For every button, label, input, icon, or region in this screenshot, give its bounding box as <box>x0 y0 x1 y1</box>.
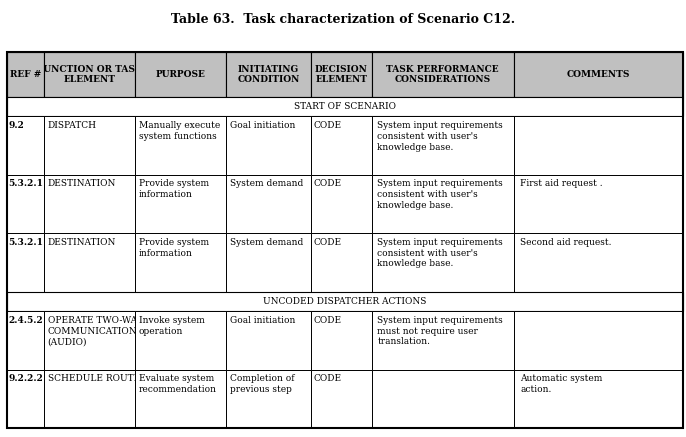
Text: System input requirements
must not require user
translation.: System input requirements must not requi… <box>377 316 503 347</box>
Text: Automatic system
action.: Automatic system action. <box>521 375 603 394</box>
Text: CODE: CODE <box>314 180 342 188</box>
Text: UNCODED DISPATCHER ACTIONS: UNCODED DISPATCHER ACTIONS <box>263 297 427 306</box>
Text: Provide system
information: Provide system information <box>139 238 209 258</box>
Text: CODE: CODE <box>314 316 342 325</box>
Text: FUNCTION OR TASK
ELEMENT: FUNCTION OR TASK ELEMENT <box>37 65 143 84</box>
Text: CODE: CODE <box>314 121 342 130</box>
Text: DISPATCH: DISPATCH <box>47 121 97 130</box>
Text: 9.2: 9.2 <box>8 121 24 130</box>
Text: Table 63.  Task characterization of Scenario C12.: Table 63. Task characterization of Scena… <box>171 13 515 26</box>
Text: TASK PERFORMANCE
CONSIDERATIONS: TASK PERFORMANCE CONSIDERATIONS <box>386 65 499 84</box>
Text: System demand: System demand <box>230 180 303 188</box>
Text: CODE: CODE <box>314 238 342 247</box>
Text: Evaluate system
recommendation: Evaluate system recommendation <box>139 375 217 394</box>
Text: OPERATE TWO-WAY
COMMUNICATIONS
(AUDIO): OPERATE TWO-WAY COMMUNICATIONS (AUDIO) <box>47 316 143 347</box>
Text: Completion of
previous step: Completion of previous step <box>230 375 294 394</box>
Text: Goal initiation: Goal initiation <box>230 121 295 130</box>
Text: PURPOSE: PURPOSE <box>156 70 206 79</box>
Text: 5.3.2.1: 5.3.2.1 <box>8 238 43 247</box>
Text: Manually execute
system functions: Manually execute system functions <box>139 121 220 141</box>
Text: DESTINATION: DESTINATION <box>47 238 116 247</box>
Text: System input requirements
consistent with user's
knowledge base.: System input requirements consistent wit… <box>377 180 503 210</box>
Text: Second aid request.: Second aid request. <box>521 238 612 247</box>
Text: 9.2.2.2: 9.2.2.2 <box>8 375 43 383</box>
Text: System input requirements
consistent with user's
knowledge base.: System input requirements consistent wit… <box>377 121 503 152</box>
Text: DECISION
ELEMENT: DECISION ELEMENT <box>315 65 368 84</box>
Text: COMMENTS: COMMENTS <box>567 70 630 79</box>
Text: 5.3.2.1: 5.3.2.1 <box>8 180 43 188</box>
Text: REF #: REF # <box>10 70 41 79</box>
Text: System input requirements
consistent with user's
knowledge base.: System input requirements consistent wit… <box>377 238 503 268</box>
Text: Goal initiation: Goal initiation <box>230 316 295 325</box>
Text: Invoke system
operation: Invoke system operation <box>139 316 204 336</box>
Text: CODE: CODE <box>314 375 342 383</box>
Text: INITIATING
CONDITION: INITIATING CONDITION <box>237 65 300 84</box>
Text: Provide system
information: Provide system information <box>139 180 209 199</box>
Text: DESTINATION: DESTINATION <box>47 180 116 188</box>
Text: System demand: System demand <box>230 238 303 247</box>
Text: First aid request .: First aid request . <box>521 180 603 188</box>
Text: SCHEDULE ROUTE: SCHEDULE ROUTE <box>47 375 140 383</box>
Text: START OF SCENARIO: START OF SCENARIO <box>294 102 396 111</box>
Text: 2.4.5.2: 2.4.5.2 <box>8 316 43 325</box>
